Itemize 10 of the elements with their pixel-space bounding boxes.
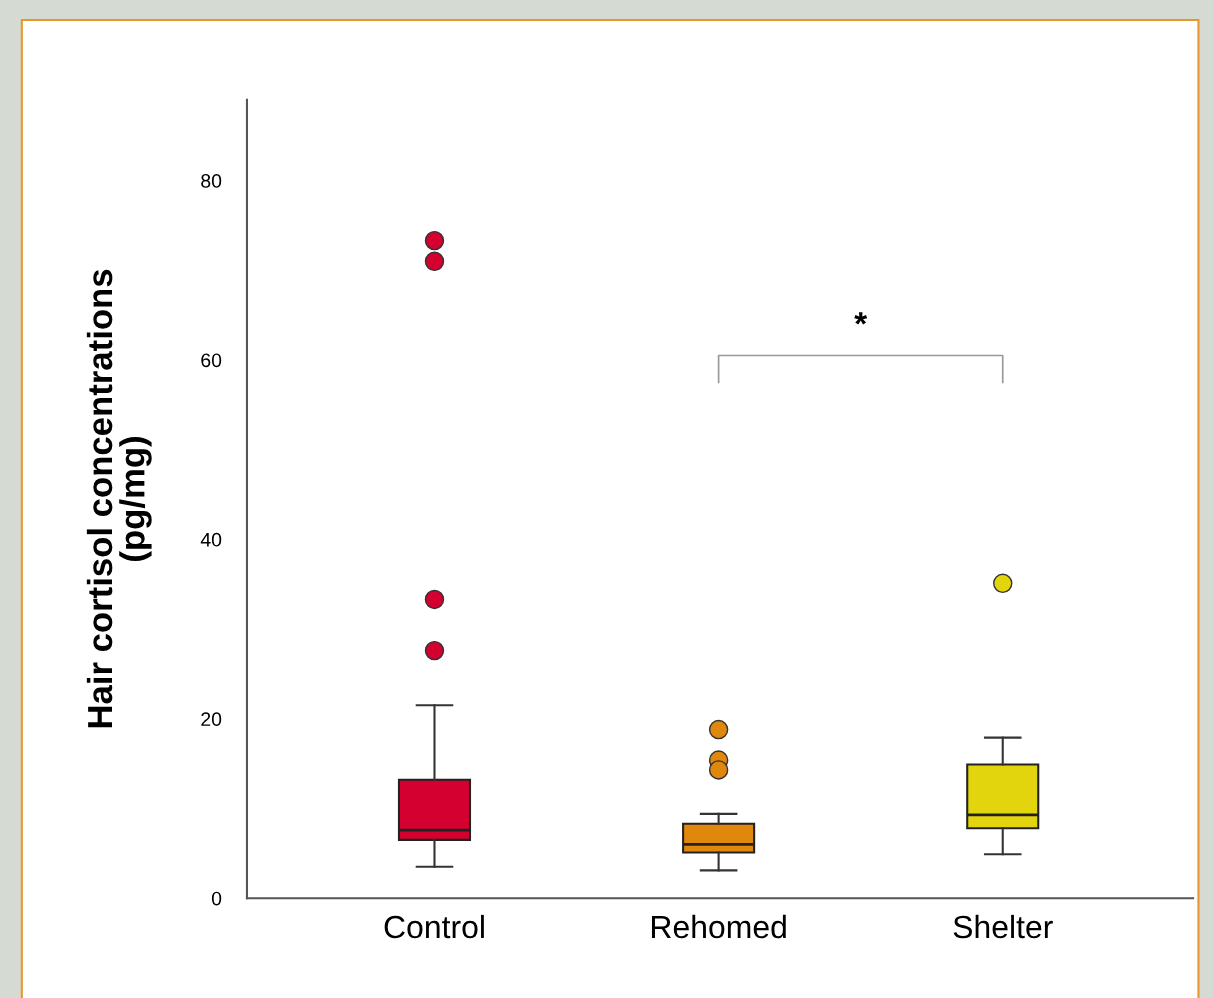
x-tick-label: Rehomed <box>651 914 786 939</box>
y-tick-label: 40 <box>200 532 222 547</box>
y-axis-title: Hair cortisol concentrations (pg/mg) <box>86 269 152 728</box>
y-tick-label: 60 <box>201 353 222 368</box>
y-tick-label: 0 <box>211 891 222 906</box>
x-tick-label: Control <box>384 914 484 939</box>
annotation: * <box>854 312 868 325</box>
x-tick-label: Shelter <box>953 914 1053 939</box>
y-tick-label: 80 <box>201 174 222 188</box>
y-tick-label: 20 <box>201 712 222 727</box>
